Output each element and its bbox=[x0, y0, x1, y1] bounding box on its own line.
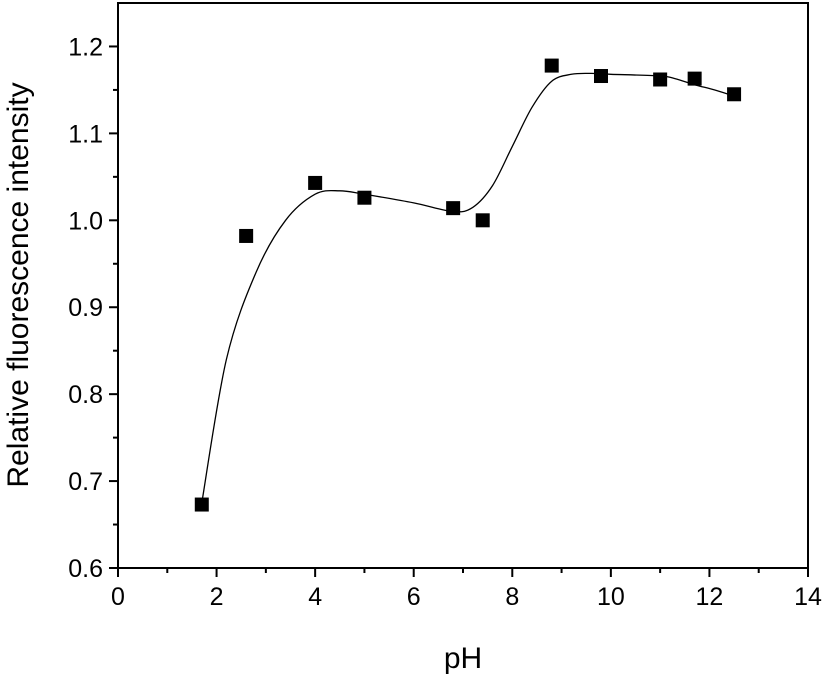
data-points bbox=[194, 58, 742, 512]
data-point bbox=[357, 190, 372, 205]
x-tick-label: 12 bbox=[696, 583, 724, 611]
x-tick-label: 14 bbox=[794, 583, 822, 611]
y-tick-label: 0.6 bbox=[68, 555, 103, 583]
fit-line bbox=[201, 72, 735, 503]
axis-tick-labels: 0 2 4 6 8 10 12 14 0.6 0.7 0.8 0.9 1.0 1.1 1.2 bbox=[68, 33, 822, 611]
y-tick-label: 1.0 bbox=[68, 207, 103, 235]
x-tick-label: 2 bbox=[210, 583, 224, 611]
y-tick-label: 1.2 bbox=[68, 33, 103, 61]
data-point bbox=[475, 213, 490, 228]
x-tick-label: 4 bbox=[308, 583, 322, 611]
axis-ticks bbox=[109, 45, 809, 577]
x-tick-label: 10 bbox=[597, 583, 625, 611]
y-tick-label: 0.7 bbox=[68, 468, 103, 496]
data-point bbox=[594, 69, 608, 84]
data-point bbox=[727, 87, 742, 102]
y-axis-title: Relative fluorescence intensity bbox=[2, 82, 35, 487]
y-tick-label: 0.9 bbox=[68, 294, 103, 322]
data-point bbox=[239, 228, 254, 243]
data-point bbox=[687, 71, 702, 86]
x-tick-label: 0 bbox=[111, 583, 125, 611]
data-point bbox=[308, 175, 323, 190]
data-point bbox=[653, 72, 668, 87]
y-tick-label: 0.8 bbox=[68, 381, 103, 409]
x-tick-label: 6 bbox=[407, 583, 421, 611]
x-tick-label: 8 bbox=[505, 583, 519, 611]
y-tick-label: 1.1 bbox=[68, 120, 103, 148]
data-point bbox=[446, 201, 461, 216]
x-axis-title: pH bbox=[444, 642, 482, 675]
data-point bbox=[194, 497, 209, 512]
data-point bbox=[544, 58, 559, 73]
